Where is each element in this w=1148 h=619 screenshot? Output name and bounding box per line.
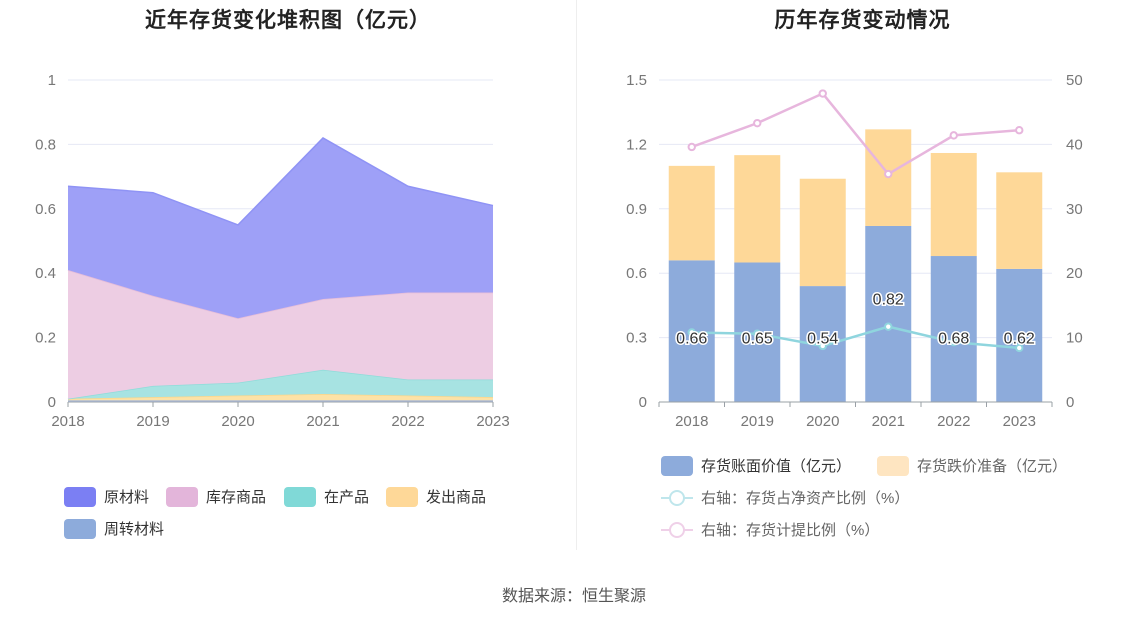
bar-book-value bbox=[865, 225, 912, 402]
bar-book-value bbox=[996, 268, 1043, 402]
bar-value-label: 0.54 bbox=[807, 331, 838, 348]
x-tick-label: 2023 bbox=[1003, 413, 1036, 430]
x-tick-label: 2022 bbox=[937, 413, 970, 430]
y-right-tick-label: 40 bbox=[1066, 136, 1083, 153]
x-tick-label: 2022 bbox=[391, 413, 424, 430]
legend-swatch-ratio-net bbox=[661, 488, 693, 508]
bar-book-value bbox=[930, 256, 977, 402]
bar-line-chart: 0 0.3 0.6 0.9 1.2 1.5 0 10 20 30 40 50 0.66 0.65 0.54 0… bbox=[626, 72, 1083, 430]
bar-value-label: 0.66 bbox=[676, 331, 707, 348]
x-tick-label: 2018 bbox=[51, 413, 84, 430]
y-right-tick-label: 30 bbox=[1066, 201, 1083, 218]
y-right-tick-label: 10 bbox=[1066, 330, 1083, 347]
y-left-tick-label: 1.2 bbox=[626, 136, 647, 153]
y-right-tick-label: 0 bbox=[1066, 394, 1074, 411]
line-provision-point bbox=[687, 142, 696, 152]
bar-value-label: 0.62 bbox=[1004, 331, 1035, 348]
y-left-tick-label: 0 bbox=[639, 394, 647, 411]
line-ratio-net-point bbox=[753, 329, 762, 338]
y-tick-label: 0.4 bbox=[35, 265, 56, 282]
chart-title-right: 历年存货变动情况 bbox=[774, 9, 951, 32]
area-stock_goods bbox=[68, 269, 493, 399]
legend-label-book-value: 存货账面价值（亿元） bbox=[701, 458, 852, 475]
legend-item-book-value[interactable]: 存货账面价值（亿元） bbox=[661, 455, 851, 476]
legend-item-stock-goods[interactable]: 库存商品 bbox=[166, 486, 266, 507]
line-ratio-net-point bbox=[1015, 343, 1024, 353]
legend-swatch-impairment bbox=[877, 455, 909, 476]
legend-item-impairment[interactable]: 存货跌价准备（亿元） bbox=[877, 455, 1067, 476]
data-source-note: 数据来源：恒生聚源 bbox=[501, 588, 646, 605]
legend-item-wip[interactable]: 在产品 bbox=[284, 486, 369, 507]
area-wip bbox=[68, 369, 493, 399]
y-tick-label: 1 bbox=[48, 72, 56, 89]
line-ratio-net-point bbox=[687, 328, 696, 337]
x-tick-label: 2019 bbox=[136, 413, 169, 430]
bar-line-panel: 历年存货变动情况 0 0.3 0.6 0.9 1.2 1.5 0 10 20 30 40 50 0.66… bbox=[577, 0, 1148, 550]
line-provision-point bbox=[884, 169, 893, 179]
line-ratio-net bbox=[691, 325, 1020, 350]
legend-item-shipped[interactable]: 发出商品 bbox=[386, 486, 486, 507]
legend-swatch-shipped bbox=[386, 486, 418, 507]
legend-swatch-book-value bbox=[661, 455, 693, 476]
legend-label-raw-material: 原材料 bbox=[104, 489, 150, 506]
y-tick-label: 0 bbox=[48, 394, 56, 411]
legend-swatch-stock-goods bbox=[166, 486, 198, 507]
y-tick-label: 0.6 bbox=[35, 201, 56, 218]
bar-impairment bbox=[734, 155, 781, 263]
legend-label-stock-goods: 库存商品 bbox=[206, 489, 267, 506]
stacked-area-panel: 近年存货变化堆积图（亿元） 0 0.2 0.4 0.6 0.8 1 2018 2019 2020… bbox=[0, 0, 576, 550]
x-tick-label: 2020 bbox=[221, 413, 254, 430]
x-tick-label: 2021 bbox=[306, 413, 339, 430]
stacked-area-chart: 0 0.2 0.4 0.6 0.8 1 2018 2019 2020 2021 2022 2023 bbox=[35, 72, 510, 430]
legend-item-provision[interactable]: 右轴：存货计提比例（%） bbox=[661, 519, 879, 540]
x-tick-label: 2021 bbox=[872, 413, 905, 430]
y-left-tick-label: 1.5 bbox=[626, 72, 647, 89]
legend-label-impairment: 存货跌价准备（亿元） bbox=[917, 458, 1068, 475]
bar-value-label: 0.68 bbox=[938, 331, 969, 348]
line-provision-point bbox=[949, 131, 958, 140]
legend-label-revolving: 周转材料 bbox=[104, 521, 165, 538]
bar-impairment bbox=[930, 152, 977, 257]
panel-divider bbox=[576, 0, 577, 550]
legend-swatch-raw-material bbox=[64, 486, 96, 507]
line-ratio-net-point bbox=[884, 322, 893, 331]
line-provision bbox=[691, 91, 1020, 176]
line-ratio-net-point bbox=[949, 337, 958, 347]
bar-impairment bbox=[668, 165, 715, 261]
legend-label-wip: 在产品 bbox=[324, 489, 370, 506]
legend-label-provision: 右轴：存货计提比例（%） bbox=[701, 522, 880, 539]
area-raw_material bbox=[68, 137, 493, 319]
y-right-tick-label: 50 bbox=[1066, 72, 1083, 89]
line-provision-point bbox=[753, 118, 762, 128]
y-left-tick-label: 0.9 bbox=[626, 201, 647, 218]
legend-item-revolving[interactable]: 周转材料 bbox=[64, 518, 164, 539]
y-left-tick-label: 0.6 bbox=[626, 265, 647, 282]
legend-item-ratio-net[interactable]: 右轴：存货占净资产比例（%） bbox=[661, 487, 909, 508]
legend-item-raw-material[interactable]: 原材料 bbox=[64, 486, 149, 507]
x-tick-label: 2023 bbox=[476, 413, 509, 430]
bar-impairment bbox=[996, 172, 1043, 269]
bar-value-label: 0.65 bbox=[742, 331, 773, 348]
y-tick-label: 0.8 bbox=[35, 136, 56, 153]
x-tick-label: 2019 bbox=[741, 413, 774, 430]
line-ratio-net-point bbox=[818, 341, 827, 351]
line-provision-point bbox=[1015, 126, 1024, 135]
legend-label-ratio-net: 右轴：存货占净资产比例（%） bbox=[701, 490, 910, 507]
legend-label-shipped: 发出商品 bbox=[426, 489, 487, 506]
chart-title-left: 近年存货变化堆积图（亿元） bbox=[145, 9, 431, 32]
legend-swatch-revolving bbox=[64, 518, 96, 539]
legend-swatch-provision bbox=[661, 520, 693, 540]
legend-swatch-wip bbox=[284, 486, 316, 507]
area-edge-raw_material bbox=[67, 137, 494, 226]
x-tick-label: 2018 bbox=[675, 413, 708, 430]
bar-impairment bbox=[799, 178, 846, 287]
y-tick-label: 0.2 bbox=[35, 330, 56, 347]
y-right-tick-label: 20 bbox=[1066, 265, 1083, 282]
y-left-tick-label: 0.3 bbox=[626, 330, 647, 347]
x-tick-label: 2020 bbox=[806, 413, 839, 430]
line-provision-point bbox=[818, 89, 827, 98]
bar-value-label: 0.82 bbox=[873, 291, 904, 308]
